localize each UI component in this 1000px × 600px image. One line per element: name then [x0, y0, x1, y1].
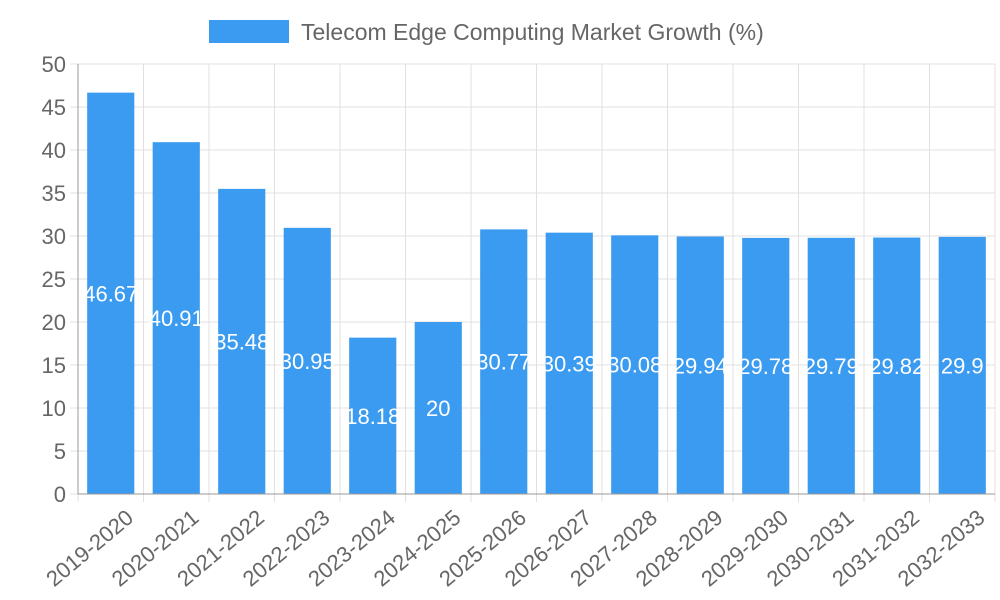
bar-value-label: 30.95 [280, 349, 335, 374]
bar-value-label: 30.39 [542, 351, 597, 376]
bar[interactable] [87, 92, 135, 494]
bar[interactable] [283, 227, 331, 494]
bar-value-label: 29.78 [738, 354, 793, 379]
y-tick-label: 30 [42, 224, 66, 249]
y-tick-label: 5 [54, 439, 66, 464]
y-tick-label: 45 [42, 95, 66, 120]
bar[interactable] [545, 232, 593, 494]
x-axis-ticks: 2019-20202020-20212021-20222022-20232023… [41, 505, 989, 592]
bar-value-label: 29.79 [804, 354, 859, 379]
bar-value-label: 29.9 [941, 353, 984, 378]
bar-value-label: 35.48 [214, 329, 269, 354]
y-tick-label: 35 [42, 181, 66, 206]
bar[interactable] [414, 322, 462, 494]
y-tick-label: 50 [42, 52, 66, 77]
y-axis-ticks: 0 5 10 15 20 25 30 35 40 45 50 [42, 52, 66, 507]
bar[interactable] [807, 237, 855, 494]
bar[interactable] [480, 229, 528, 495]
bar[interactable] [676, 236, 724, 495]
bar[interactable] [349, 337, 397, 494]
grid [70, 63, 996, 502]
bar[interactable] [742, 237, 790, 494]
legend-swatch [209, 20, 289, 43]
axes [77, 64, 995, 495]
bar[interactable] [873, 237, 921, 494]
data-labels: 46.67 40.91 35.48 30.95 18.18 20 30.77 30.39 30.… [83, 281, 983, 429]
bar-value-label: 40.91 [149, 306, 204, 331]
bar[interactable] [938, 236, 986, 495]
legend[interactable]: Telecom Edge Computing Market Growth (%) [209, 19, 764, 45]
bar-value-label: 18.18 [345, 404, 400, 429]
bar-value-label: 29.82 [869, 354, 924, 379]
y-tick-label: 25 [42, 267, 66, 292]
bar-value-label: 20 [426, 396, 450, 421]
legend-label: Telecom Edge Computing Market Growth (%) [301, 19, 764, 45]
y-tick-label: 10 [42, 396, 66, 421]
y-tick-label: 0 [54, 482, 66, 507]
bar[interactable] [218, 188, 266, 494]
bar-value-label: 30.08 [607, 353, 662, 378]
bar[interactable] [611, 235, 659, 494]
bars [87, 92, 986, 495]
bar-value-label: 30.77 [476, 350, 531, 375]
y-tick-label: 15 [42, 353, 66, 378]
bar[interactable] [152, 142, 200, 494]
y-tick-label: 20 [42, 310, 66, 335]
bar-value-label: 46.67 [83, 281, 138, 306]
bar-value-label: 29.94 [673, 353, 728, 378]
y-tick-label: 40 [42, 138, 66, 163]
